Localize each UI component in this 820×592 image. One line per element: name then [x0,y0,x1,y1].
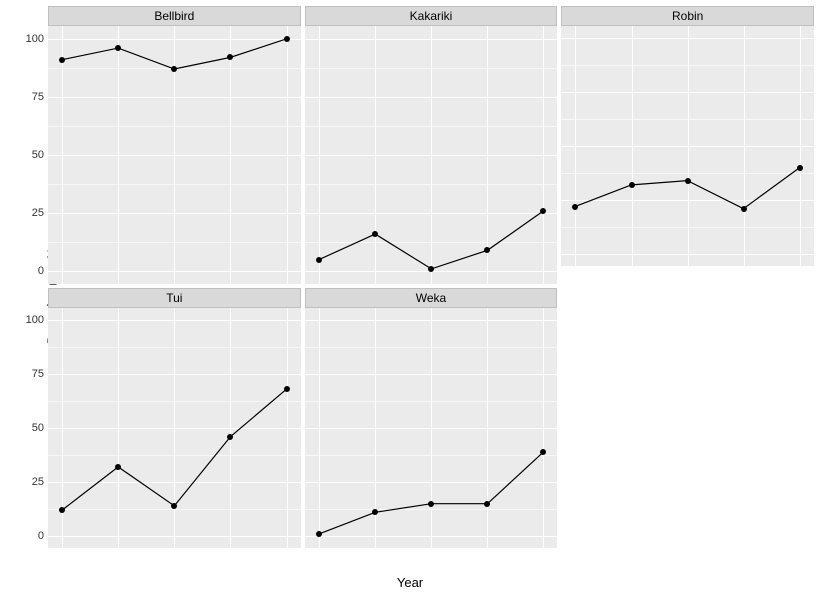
data-point [797,165,803,171]
data-point [284,386,290,392]
plot-area: 20152016201720182019 [561,26,814,266]
data-point [428,501,434,507]
panel-strip: Kakariki [305,6,558,26]
data-point [316,531,322,537]
panel-tui: Tui025507510020152016201720182019 [48,288,301,566]
panel-strip: Bellbird [48,6,301,26]
y-tick-label: 0 [38,265,44,277]
panel-weka: Weka20152016201720182019 [305,288,558,566]
facet-chart: Detection rate % Year Bellbird0255075100… [0,0,820,592]
data-point [484,501,490,507]
y-tick-label: 25 [32,476,44,488]
data-point [629,182,635,188]
y-tick-label: 0 [38,530,44,542]
panel-robin: Robin20152016201720182019 [561,6,814,284]
y-tick-label: 75 [32,91,44,103]
data-point [572,204,578,210]
data-point [316,257,322,263]
plot-area: 20152016201720182019 [305,308,558,548]
plot-area [48,26,301,284]
panel-bellbird: Bellbird0255075100 [48,6,301,284]
data-point [685,178,691,184]
data-point [284,36,290,42]
panel-kakariki: Kakariki [305,6,558,284]
y-tick-label: 100 [26,314,44,326]
data-point [741,206,747,212]
data-point [59,57,65,63]
data-point [428,266,434,272]
panel-strip: Weka [305,288,558,308]
y-tick-label: 50 [32,422,44,434]
data-point [372,231,378,237]
plot-area: 20152016201720182019 [48,308,301,548]
y-tick-label: 25 [32,207,44,219]
panel-strip: Tui [48,288,301,308]
plot-area [305,26,558,284]
y-tick-label: 75 [32,368,44,380]
panel-strip: Robin [561,6,814,26]
y-tick-label: 50 [32,149,44,161]
x-axis-title: Year [397,575,423,590]
y-tick-label: 100 [26,33,44,45]
panel-grid: Bellbird0255075100KakarikiRobin201520162… [48,6,814,566]
